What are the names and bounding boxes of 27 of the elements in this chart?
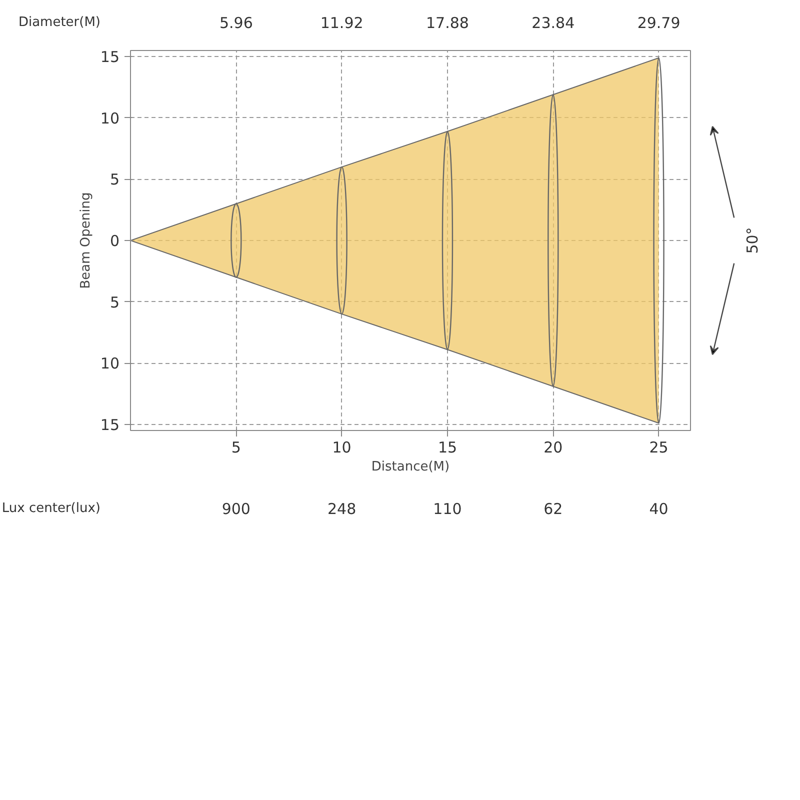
x-axis-title: Distance(M) (371, 460, 450, 474)
text: Diameter(M) (18, 15, 101, 30)
y-tick-label: 10 (100, 354, 120, 373)
text: 248 (328, 500, 356, 518)
text: Lux center(lux) (2, 501, 100, 516)
text: 62 (544, 500, 563, 518)
text: 29.79 (637, 14, 680, 32)
y-tick-label: 15 (100, 416, 120, 434)
text: 5.96 (219, 14, 253, 32)
x-tick-label: 20 (544, 438, 563, 456)
y-tick-label: 0 (110, 232, 120, 250)
text: 110 (433, 500, 462, 518)
y-tick-label: 10 (100, 109, 120, 128)
text: 900 (222, 500, 250, 518)
x-tick-label: 15 (438, 438, 458, 456)
text: 50° (744, 227, 762, 254)
y-axis-title: Beam Opening (78, 192, 94, 289)
x-tick-label: 25 (649, 438, 668, 456)
text: 23.84 (532, 14, 575, 32)
y-tick-label: 5 (110, 170, 120, 189)
text: 11.92 (320, 14, 364, 32)
y-tick-label: 5 (110, 293, 120, 312)
text: 17.88 (426, 14, 469, 32)
y-tick-label: 15 (100, 48, 120, 66)
x-tick-label: 5 (231, 438, 241, 456)
x-tick-label: 10 (332, 438, 352, 456)
text: 40 (649, 500, 668, 518)
